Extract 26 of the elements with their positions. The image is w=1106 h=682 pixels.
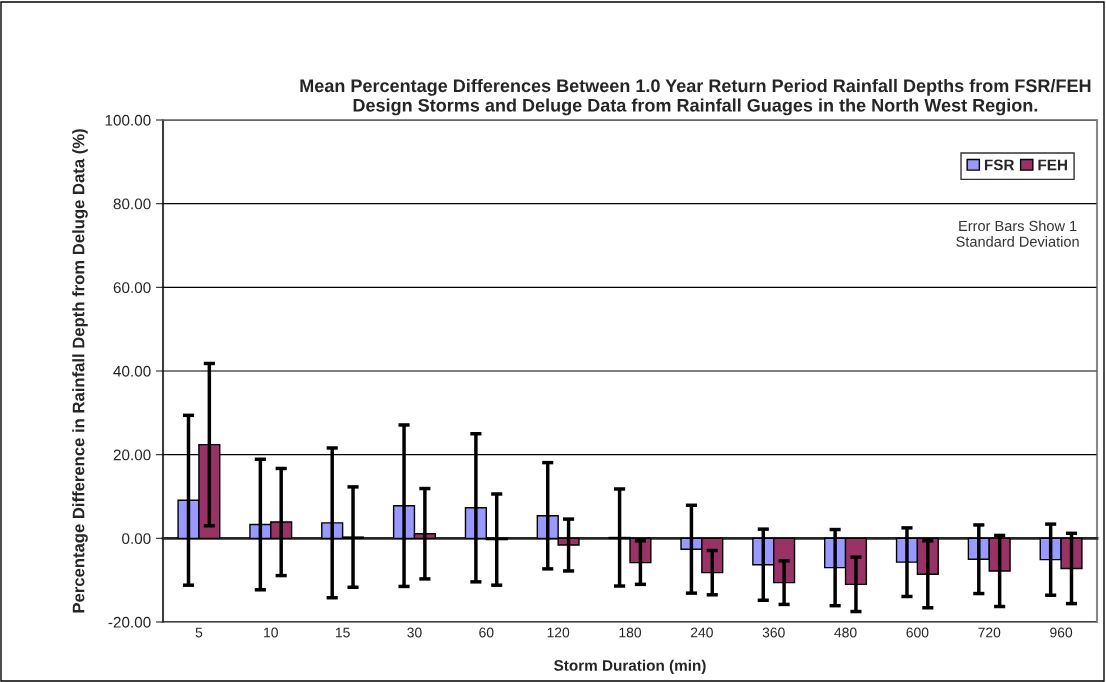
y-tick-label: 100.00 bbox=[105, 114, 151, 126]
x-tick-label: 10 bbox=[264, 627, 278, 638]
y-tick-label: 80.00 bbox=[113, 198, 151, 210]
x-tick-label: 240 bbox=[690, 627, 713, 638]
x-tick-label: 15 bbox=[335, 627, 350, 638]
annotation: Error Bars Show 1 Standard Deviation bbox=[956, 220, 1079, 247]
x-tick-label: 120 bbox=[547, 627, 570, 638]
x-tick-label: 600 bbox=[906, 627, 929, 638]
x-axis-title: Storm Duration (min) bbox=[554, 659, 706, 674]
x-tick-label: 30 bbox=[407, 627, 422, 638]
x-tick-label: 480 bbox=[834, 627, 857, 638]
legend-label: FEH bbox=[1038, 159, 1067, 171]
x-tick-label: 960 bbox=[1050, 627, 1073, 638]
y-axis-title: Percentage Difference in Rainfall Depth from Deluge Data (%) bbox=[72, 129, 88, 613]
x-tick-label: 180 bbox=[619, 627, 642, 638]
y-tick-label: 20.00 bbox=[113, 449, 151, 461]
x-tick-label: 60 bbox=[479, 627, 494, 638]
y-tick-label: -20.00 bbox=[108, 616, 151, 628]
x-tick-label: 360 bbox=[762, 627, 785, 638]
y-tick-label: 60.00 bbox=[113, 282, 151, 294]
legend-label: FSR bbox=[984, 159, 1015, 171]
x-tick-label: 720 bbox=[978, 627, 1001, 638]
y-tick-label: 0.00 bbox=[122, 533, 151, 545]
y-tick-label: 40.00 bbox=[113, 365, 151, 377]
x-tick-label: 5 bbox=[195, 627, 203, 638]
chart-title: Mean Percentage Differences Between 1.0 Year Return Period Rainfall Depths from FSR/FEH Design Storms and Deluge Data from Rainfall Guages in the North West Region. bbox=[300, 78, 1091, 116]
